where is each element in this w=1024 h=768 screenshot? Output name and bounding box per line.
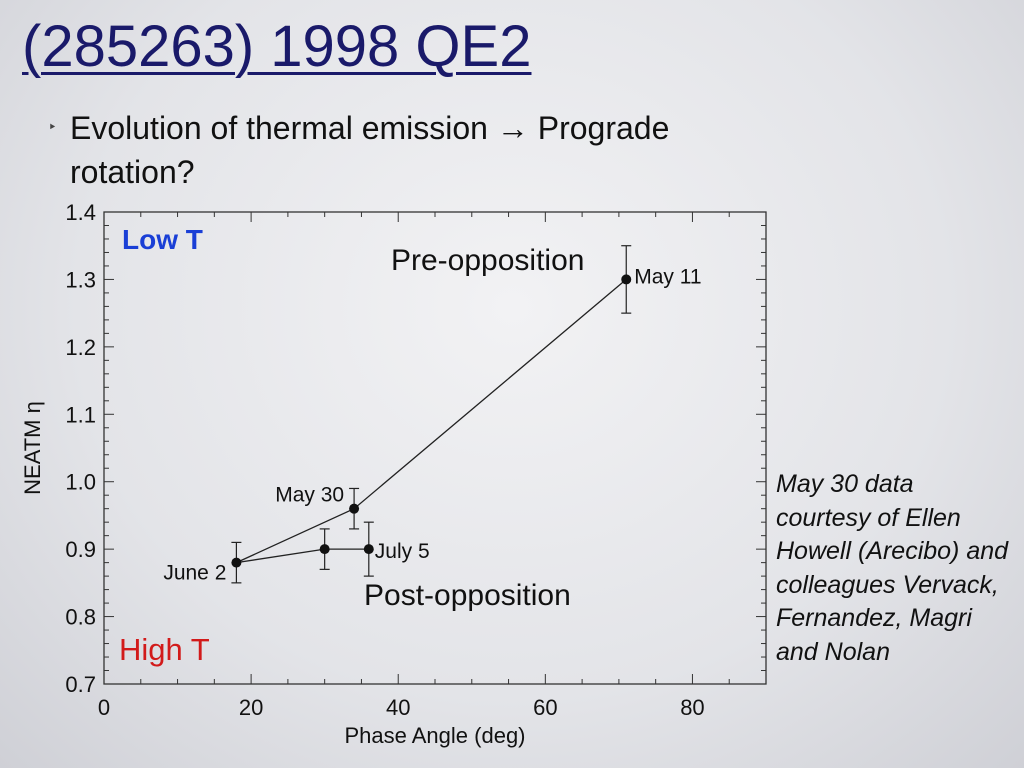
y-tick-label: 0.9 [65,537,96,562]
x-tick-label: 20 [239,695,263,720]
point-label: May 30 [275,484,344,507]
x-tick-label: 0 [98,695,110,720]
x-axis-label: Phase Angle (deg) [344,723,525,748]
data-point [231,557,242,568]
y-tick-label: 1.2 [65,335,96,360]
bullet-text: Evolution of thermal emission → Prograde… [70,110,670,190]
point-label: May 11 [634,265,701,288]
data-point [349,503,360,514]
x-tick-label: 60 [533,695,557,720]
x-tick-label: 80 [680,695,704,720]
y-tick-label: 1.0 [65,470,96,495]
data-point [621,274,632,285]
slide-title: (285263) 1998 QE2 [22,14,532,79]
data-point [363,544,374,555]
y-tick-label: 0.7 [65,672,96,697]
point-label: July 5 [375,540,430,563]
annotation-high-t: High T [119,632,210,667]
series-line-post-opposition [236,548,369,564]
axis-ticks: 0 20 40 60 80 0.7 0.8 0.9 1.0 1.1 1.2 1.3 1.4 [65,200,767,720]
annotation-pre-opposition: Pre-opposition [391,244,584,277]
y-tick-label: 1.4 [65,200,96,225]
annotation-post-opposition: Post-opposition [364,579,571,612]
y-tick-label: 1.3 [65,267,96,292]
bullet-arrow-icon: ‣ [48,119,57,136]
data-credit-note: May 30 data courtesy of Ellen Howell (Ar… [776,470,1009,666]
point-label: June 2 [163,562,226,585]
series-line-pre-opposition [236,278,627,564]
data-point [319,544,330,555]
y-tick-label: 0.8 [65,605,96,630]
annotation-low-t: Low T [122,224,203,255]
y-tick-label: 1.1 [65,402,96,427]
data-lines [236,278,627,564]
bullet-point: ‣ Evolution of thermal emission → Progra… [48,106,788,194]
data-points: June 2 July 5 May 30 May 11 [163,245,702,585]
y-axis-label: NEATM η [20,401,45,495]
x-tick-label: 40 [386,695,410,720]
